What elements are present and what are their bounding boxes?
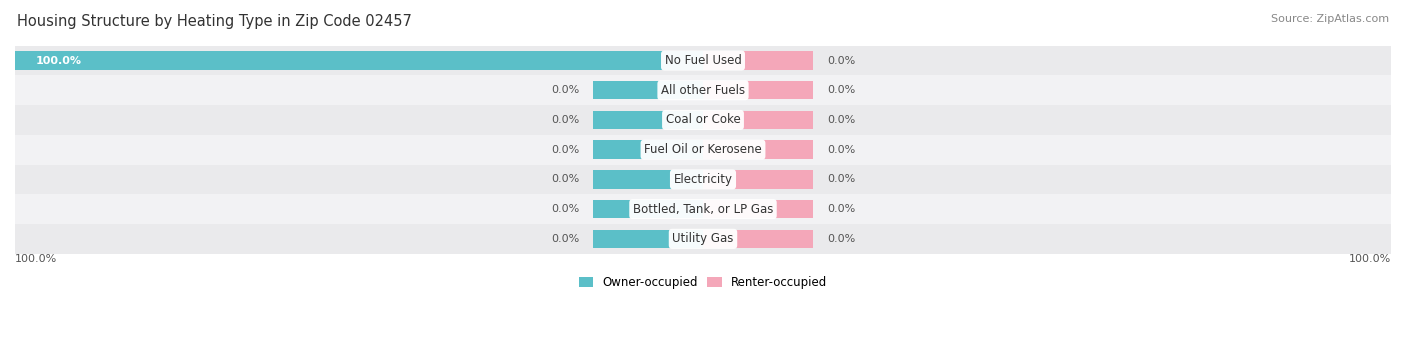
Bar [593,81,703,100]
Bar [15,46,1406,75]
Bar [15,135,1406,165]
Bar [593,200,703,218]
Text: 0.0%: 0.0% [551,234,579,244]
Text: Housing Structure by Heating Type in Zip Code 02457: Housing Structure by Heating Type in Zip… [17,14,412,29]
Text: No Fuel Used: No Fuel Used [665,54,741,67]
Text: 0.0%: 0.0% [827,204,855,214]
Text: 0.0%: 0.0% [827,174,855,184]
Text: 0.0%: 0.0% [551,85,579,95]
Text: All other Fuels: All other Fuels [661,84,745,97]
Text: Fuel Oil or Kerosene: Fuel Oil or Kerosene [644,143,762,156]
Text: Electricity: Electricity [673,173,733,186]
Text: 100.0%: 100.0% [1348,254,1391,264]
Bar [15,75,1406,105]
Text: 0.0%: 0.0% [551,115,579,125]
Text: 100.0%: 100.0% [35,56,82,65]
Bar [593,170,703,189]
Legend: Owner-occupied, Renter-occupied: Owner-occupied, Renter-occupied [574,271,832,294]
Bar [15,105,1406,135]
Bar [15,51,703,70]
Text: 100.0%: 100.0% [15,254,58,264]
Bar [15,194,1406,224]
Bar [703,200,813,218]
Text: 0.0%: 0.0% [827,56,855,65]
Bar [703,170,813,189]
Bar [593,229,703,248]
Bar [703,81,813,100]
Bar [703,229,813,248]
Text: 0.0%: 0.0% [827,115,855,125]
Text: Source: ZipAtlas.com: Source: ZipAtlas.com [1271,14,1389,24]
Bar [15,224,1406,254]
Text: 0.0%: 0.0% [827,145,855,155]
Bar [703,140,813,159]
Bar [703,111,813,129]
Text: 0.0%: 0.0% [551,174,579,184]
Text: 0.0%: 0.0% [551,145,579,155]
Bar [703,51,813,70]
Text: 0.0%: 0.0% [827,234,855,244]
Bar [593,111,703,129]
Bar [593,140,703,159]
Text: Coal or Coke: Coal or Coke [665,114,741,127]
Text: 0.0%: 0.0% [551,204,579,214]
Bar [15,165,1406,194]
Text: Bottled, Tank, or LP Gas: Bottled, Tank, or LP Gas [633,203,773,216]
Text: Utility Gas: Utility Gas [672,232,734,245]
Text: 0.0%: 0.0% [827,85,855,95]
